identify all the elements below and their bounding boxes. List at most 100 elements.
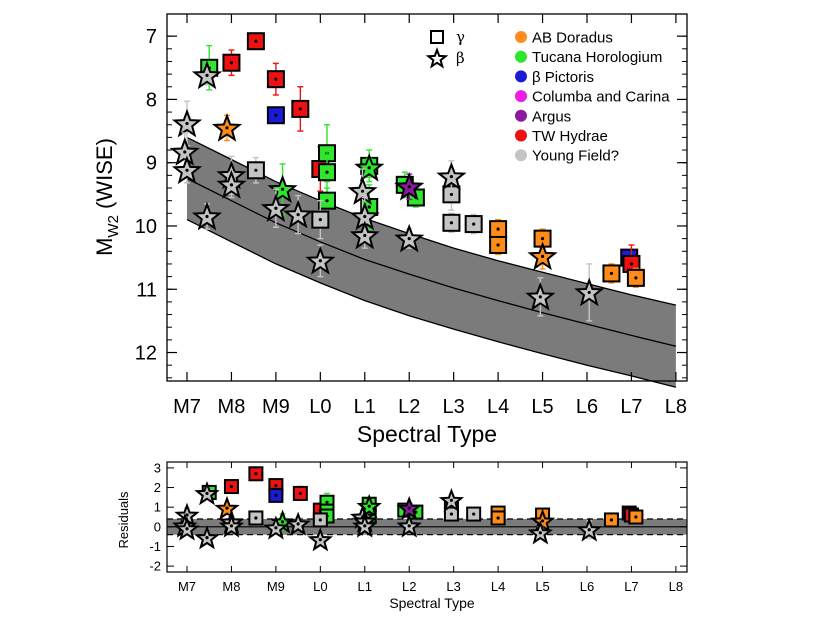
residual-point-center-dot (274, 526, 278, 530)
legend-label: β Pictoris (532, 69, 594, 86)
residual-point-center-dot (185, 513, 189, 517)
legend-groups: AB Doradus Tucana Horologium β Pictoris Col… (515, 30, 670, 165)
residual-y-tick-label: 0 (154, 519, 161, 534)
residual-point-center-dot (587, 528, 591, 532)
residual-x-tick-label: L1 (358, 579, 372, 594)
residual-point-36 (285, 511, 311, 536)
residual-point-center-dot (298, 491, 302, 496)
main-point-6 (246, 156, 265, 184)
main-y-tick-label: 10 (135, 216, 157, 238)
main-point-41 (349, 220, 380, 250)
main-x-tick-label: L3 (443, 396, 465, 418)
residual-point-center-dot (205, 536, 209, 540)
residual-x-tick-label: L7 (624, 579, 638, 594)
residual-point-center-dot (363, 524, 367, 528)
residual-point-center-dot (472, 512, 476, 516)
residual-point-center-dot (367, 504, 371, 508)
main-y-tick-label: 9 (146, 153, 157, 175)
main-y-tick-label: 8 (146, 89, 157, 111)
residual-point-center-dot (280, 520, 285, 524)
legend-square-label: γ (456, 28, 465, 46)
main-point-center-dot (185, 121, 189, 126)
residual-plot-frame (166, 461, 688, 573)
main-point-center-dot (496, 243, 500, 247)
residual-point-center-dot (538, 531, 542, 535)
main-point-center-dot (274, 77, 278, 81)
main-point-center-dot (449, 175, 454, 179)
main-point-center-dot (538, 295, 542, 299)
main-point-center-dot (225, 126, 229, 130)
main-point-center-dot (229, 183, 234, 187)
main-plot-frame (166, 13, 688, 382)
residual-point-4 (268, 487, 284, 503)
residual-point-center-dot (229, 484, 234, 489)
residual-point-27 (214, 495, 240, 521)
residual-x-axis-label: Spectral Type (389, 595, 475, 611)
residual-x-tick-label: M9 (267, 579, 285, 594)
legend-star-label: β (456, 49, 465, 67)
legend-dot (515, 129, 527, 142)
main-point-44 (436, 160, 467, 194)
residual-point-38 (356, 493, 382, 519)
residual-point-center-dot (254, 516, 258, 520)
main-point-center-dot (609, 271, 614, 276)
residual-point-center-dot (609, 518, 614, 522)
main-point-center-dot (363, 214, 367, 219)
residual-point-18 (466, 506, 482, 522)
main-point-31 (191, 201, 223, 231)
main-point-center-dot (254, 39, 258, 43)
main-points (169, 32, 645, 322)
residual-point-30 (174, 516, 200, 541)
residual-point-center-dot (254, 472, 258, 476)
main-point-center-dot (449, 192, 454, 196)
main-point-center-dot (634, 276, 638, 280)
residual-x-tick-label: L6 (580, 579, 594, 594)
residual-point-center-dot (318, 537, 322, 542)
residual-x-tick-label: L5 (535, 579, 549, 594)
main-point-42 (394, 171, 425, 201)
legend-label: Columba and Carina (532, 89, 670, 106)
residual-point-37 (307, 527, 333, 552)
legend: γ β AB Doradus Tucana Horologium β Pictori… (425, 28, 670, 165)
main-point-33 (216, 169, 247, 199)
residual-x-tick-label: M7 (178, 579, 196, 594)
legend-label: AB Doradus (532, 30, 613, 47)
main-point-center-dot (363, 233, 367, 238)
main-point-center-dot (254, 168, 258, 172)
main-point-1 (222, 49, 241, 77)
main-x-tick-label: L6 (576, 396, 598, 418)
residual-plot: M7 M8 M9 L0 L1 L2 L3 L4 L5 L6 L7 L8 -2 -1 0 1 2 3 Spectr… (116, 460, 688, 611)
main-x-axis-label: Spectral Type (357, 421, 497, 447)
main-point-20 (489, 234, 508, 256)
residual-point-1 (223, 479, 239, 495)
main-point-center-dot (280, 187, 285, 191)
main-point-46 (525, 277, 556, 317)
main-point-47 (574, 263, 605, 322)
residual-point-center-dot (449, 498, 454, 502)
residual-point-6 (248, 510, 264, 526)
main-point-center-dot (540, 254, 545, 258)
residual-point-25 (628, 509, 644, 525)
main-point-27 (211, 113, 243, 142)
main-x-tick-label: L0 (309, 396, 331, 418)
main-point-36 (282, 194, 314, 235)
residual-point-center-dot (325, 500, 329, 504)
residual-point-11 (312, 512, 328, 528)
residual-point-22 (603, 512, 619, 528)
main-point-2 (246, 32, 265, 51)
residual-y-tick-label: -2 (149, 559, 161, 574)
main-point-35 (260, 188, 292, 228)
residual-point-center-dot (185, 527, 189, 531)
main-y-ticks: 7 8 9 10 11 12 (135, 26, 687, 379)
residual-y-axis-label: Residuals (116, 491, 131, 549)
residual-points (172, 466, 644, 552)
main-x-ticks: M7 M8 M9 L0 L1 L2 L3 L4 L5 L6 L7 L8 (173, 14, 687, 418)
residual-point-center-dot (274, 493, 278, 497)
model-upper-line (186, 136, 677, 306)
legend-square-icon (430, 30, 444, 44)
legend-dot (515, 90, 527, 103)
residual-point-center-dot (225, 506, 229, 510)
main-point-38 (354, 152, 385, 182)
main-x-tick-label: M9 (262, 396, 290, 418)
